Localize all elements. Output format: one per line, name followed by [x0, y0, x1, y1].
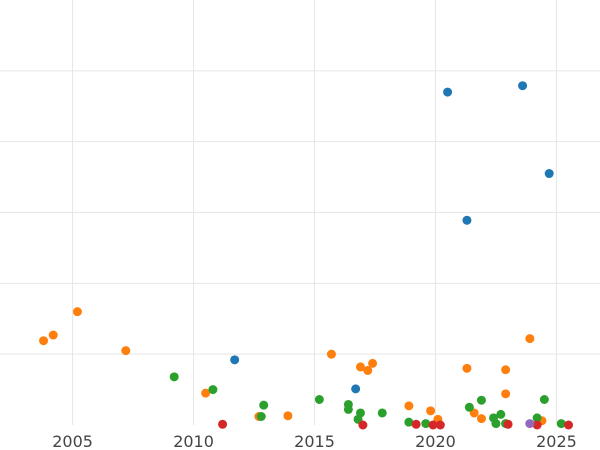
- data-point-s0-2: [544, 169, 554, 179]
- x-axis-ticks: 2005 2010 2015 2020 2025: [52, 432, 577, 450]
- data-point-s2-0: [169, 372, 179, 382]
- data-point-s2-12: [464, 402, 474, 412]
- data-point-s1-7: [326, 349, 336, 359]
- data-point-s2-11: [421, 419, 431, 429]
- data-point-s3-5: [503, 419, 513, 429]
- x-tick-label: 2025: [536, 432, 577, 450]
- x-tick-label: 2005: [52, 432, 93, 450]
- data-point-s2-20: [556, 419, 566, 429]
- data-point-s2-1: [208, 385, 218, 395]
- data-point-s1-11: [404, 401, 414, 411]
- grid: [0, 0, 600, 425]
- data-point-s0-5: [351, 384, 361, 394]
- data-point-s0-0: [443, 87, 453, 97]
- data-point-s2-8: [355, 408, 365, 418]
- data-point-s0-4: [230, 355, 240, 365]
- data-point-s2-16: [496, 409, 506, 419]
- data-point-s3-6: [532, 420, 542, 430]
- data-point-s0-1: [518, 81, 528, 91]
- data-point-s1-0: [39, 336, 49, 346]
- data-point-s2-15: [491, 419, 501, 429]
- data-point-s3-3: [428, 420, 438, 430]
- data-point-s1-17: [501, 365, 511, 375]
- data-point-s2-3: [259, 400, 269, 410]
- data-point-s3-0: [218, 419, 228, 429]
- x-tick-label: 2010: [173, 432, 214, 450]
- data-point-s1-4: [201, 388, 211, 398]
- data-point-s1-9: [363, 365, 373, 375]
- data-point-s1-16: [476, 414, 486, 424]
- data-point-s1-10: [368, 358, 378, 368]
- data-point-s1-1: [48, 330, 58, 340]
- data-point-s2-10: [404, 417, 414, 427]
- data-point-s3-1: [358, 420, 368, 430]
- data-point-s2-4: [314, 395, 324, 404]
- data-point-s4-0: [525, 419, 535, 429]
- data-point-s1-14: [462, 363, 472, 373]
- x-tick-label: 2020: [415, 432, 456, 450]
- data-point-s3-4: [435, 420, 445, 430]
- data-points: [39, 81, 574, 430]
- data-point-s0-3: [462, 215, 472, 225]
- data-point-s2-6: [343, 404, 353, 414]
- data-point-s2-13: [476, 395, 486, 405]
- data-point-s1-19: [525, 334, 535, 344]
- data-point-s3-2: [411, 419, 421, 429]
- data-point-s2-18: [532, 413, 542, 423]
- data-point-s1-6: [283, 411, 293, 421]
- x-tick-label: 2015: [294, 432, 335, 450]
- data-point-s1-2: [72, 307, 82, 317]
- data-point-s1-18: [501, 389, 511, 399]
- data-point-s2-19: [539, 395, 549, 404]
- data-point-s2-2: [256, 412, 266, 421]
- data-point-s3-7: [564, 420, 574, 430]
- data-point-s1-8: [355, 362, 365, 372]
- data-point-s1-12: [426, 406, 436, 416]
- data-point-s1-3: [121, 346, 131, 356]
- data-point-s2-9: [377, 408, 387, 418]
